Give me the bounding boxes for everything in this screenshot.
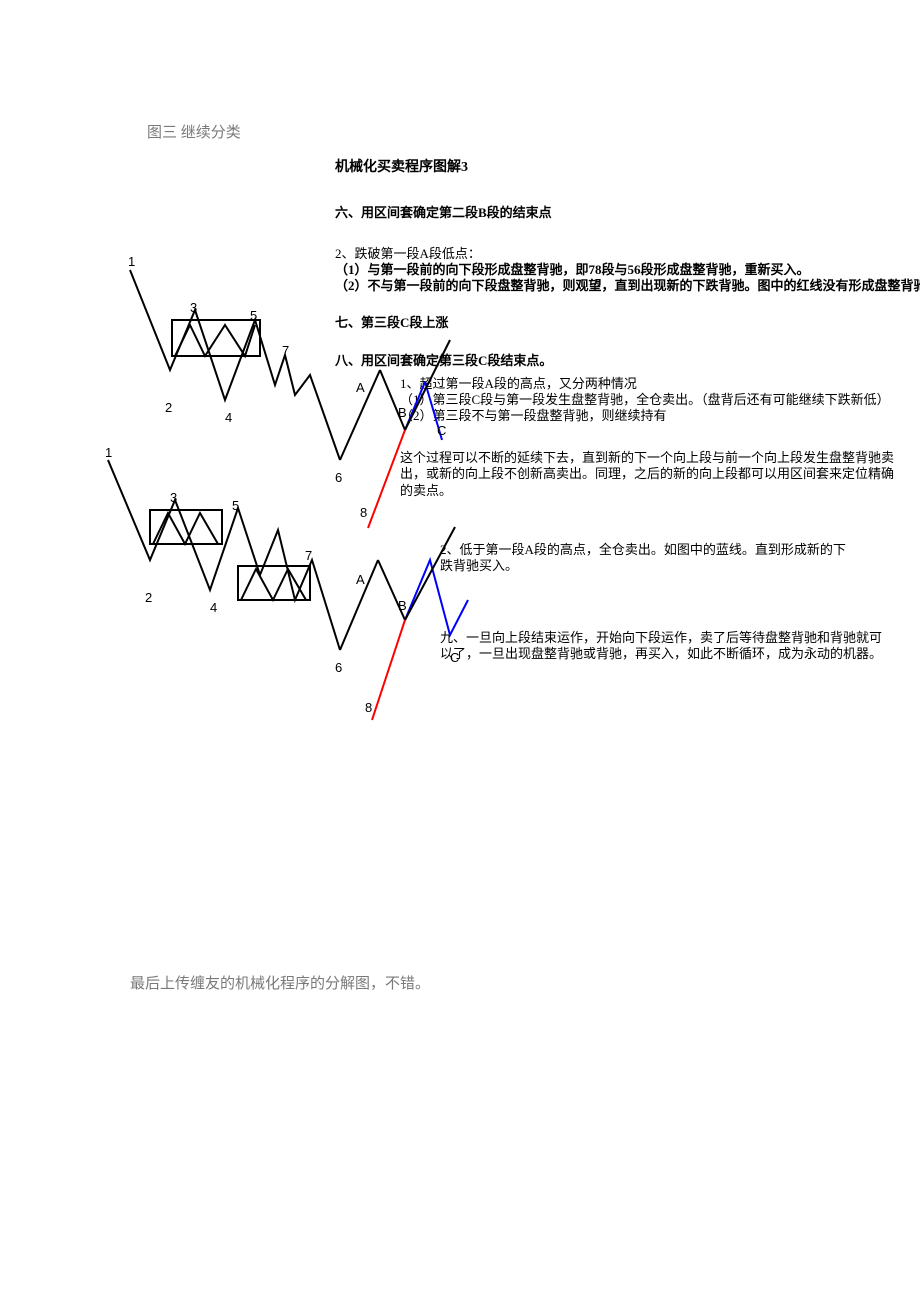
chart-lbl-B: B — [398, 598, 407, 613]
chart-num-8: 8 — [360, 505, 367, 520]
chart-lbl-A: A — [356, 572, 365, 587]
chart-num-7: 7 — [305, 548, 312, 563]
chart-num-6: 6 — [335, 470, 342, 485]
chart-num-1: 1 — [128, 254, 135, 269]
chart-lbl-C: C — [437, 423, 446, 438]
chart-num-5: 5 — [250, 308, 257, 323]
chart-num-5: 5 — [232, 498, 239, 513]
chart-num-7: 7 — [282, 343, 289, 358]
caption-bottom: 最后上传缠友的机械化程序的分解图，不错。 — [130, 972, 430, 993]
chart-num-1: 1 — [105, 445, 112, 460]
bot-rise2 — [405, 527, 455, 620]
chart-num-4: 4 — [225, 410, 232, 425]
chart-num-2: 2 — [165, 400, 172, 415]
chart-lbl-C: C — [450, 650, 459, 665]
chart-num-3: 3 — [170, 490, 177, 505]
chart-num-2: 2 — [145, 590, 152, 605]
bot-blue-seg — [405, 560, 468, 635]
chart-lbl-B: B — [398, 405, 407, 420]
page: 图三 继续分类 机械化买卖程序图解3 六、用区间套确定第二段B段的结束点 2、跌… — [0, 0, 920, 1302]
chart-bottom — [0, 0, 920, 1302]
chart-num-3: 3 — [190, 300, 197, 315]
chart-num-4: 4 — [210, 600, 217, 615]
chart-num-8: 8 — [365, 700, 372, 715]
bot-red-line — [372, 620, 405, 720]
chart-num-6: 6 — [335, 660, 342, 675]
chart-lbl-A: A — [356, 380, 365, 395]
